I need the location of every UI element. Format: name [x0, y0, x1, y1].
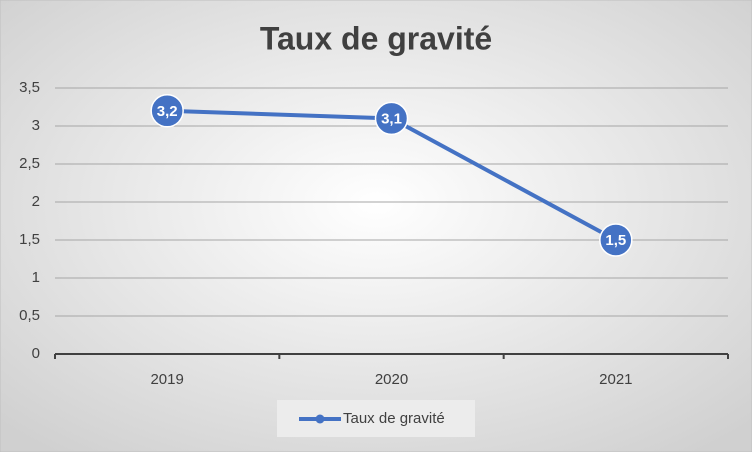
chart-title: Taux de gravité — [260, 20, 492, 56]
data-label: 3,2 — [157, 103, 178, 120]
y-tick-label: 2 — [32, 193, 40, 210]
data-point — [599, 223, 633, 257]
x-tick-label: 2020 — [375, 371, 408, 388]
legend-label: Taux de gravité — [343, 410, 445, 427]
y-tick-label: 2,5 — [19, 155, 40, 172]
y-tick-label: 3 — [32, 117, 40, 134]
y-tick-label: 1 — [32, 269, 40, 286]
data-point — [374, 101, 409, 136]
y-tick-label: 1,5 — [19, 231, 40, 248]
data-label: 3,1 — [381, 110, 402, 127]
data-label: 1,5 — [605, 232, 626, 249]
y-tick-label: 3,5 — [19, 79, 40, 96]
legend-marker — [315, 414, 325, 424]
x-tick-label: 2019 — [150, 371, 183, 388]
data-point — [150, 94, 184, 128]
y-tick-label: 0 — [32, 345, 40, 362]
x-tick-label: 2021 — [599, 371, 632, 388]
y-tick-label: 0,5 — [19, 307, 40, 324]
